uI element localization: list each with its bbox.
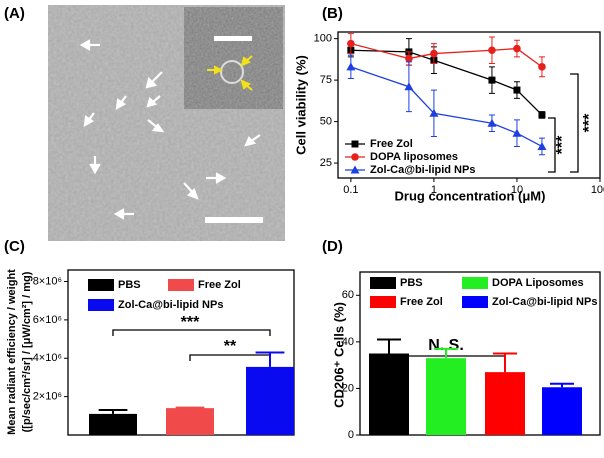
legend-marker [350,165,360,174]
error-bar [434,347,458,359]
y-tick-label: 40 [342,336,354,348]
bar [542,387,582,435]
legend-label: PBS [400,277,423,289]
x-axis-label: Drug concentration (μM) [395,188,546,203]
point [430,49,438,58]
y-tick-label: 8×10⁶ [33,275,62,287]
legend-label: Free Zol [198,279,241,291]
legend-label: PBS [118,279,141,291]
legend-label: Free Zol [370,138,413,150]
legend-label: Zol-Ca@bi-lipid NPs [370,164,475,176]
point [346,62,356,71]
bar [246,366,294,435]
bar [485,372,525,435]
y-axis-label: Cell viability (%) [293,55,308,155]
panel-label: (B) [322,5,343,22]
error-bar [98,409,128,414]
bar [89,413,137,435]
annotation: N. S. [428,337,464,354]
error-bar [493,352,517,373]
point [513,44,521,53]
panel-label: (D) [322,238,343,255]
series-line [350,42,543,68]
legend-swatch [168,279,194,291]
point [537,141,547,150]
y-tick-label: 50 [320,115,332,127]
y-tick-label: 20 [342,382,354,394]
point [538,63,546,71]
bar [369,353,409,435]
bar [166,408,214,435]
y-tick-label: 60 [342,289,354,301]
y-axis-label: ([p/sec/cm²/sr] / [μW/cm²] / mg) [21,271,33,432]
x-tick-label: 10 [511,184,523,196]
bracket [189,354,271,361]
legend-label: DOPA Liposomes [492,277,584,289]
annotation: ** [224,338,237,355]
plot-frame [337,31,601,179]
bracket [548,117,556,173]
legend-marker [351,153,359,161]
tem-image [48,5,285,241]
y-axis-label: CD206⁺ Cells (%) [331,302,346,408]
annotation: *** [554,135,571,154]
y-tick-label: 100 [314,33,332,45]
plot-frame [359,271,601,436]
point [488,76,496,84]
point [404,82,414,91]
legend-label: Zol-Ca@bi-lipid NPs [492,296,597,308]
annotation: *** [581,113,598,132]
bracket [112,329,271,336]
y-tick-label: 0 [348,429,354,441]
bar [426,358,466,435]
y-tick-label: 2×10⁶ [33,391,62,403]
point [488,46,496,55]
error-bar [377,338,401,354]
point [487,118,497,127]
legend-label: Free Zol [400,296,443,308]
error-bar [255,351,285,367]
point [429,108,439,117]
point [347,39,355,48]
y-axis-label: Mean radiant efficiency / weight [6,269,18,435]
legend-label: Zol-Ca@bi-lipid NPs [118,299,223,311]
error-bar [175,406,205,409]
y-tick-label: 25 [320,157,332,169]
legend-swatch [370,277,396,289]
error-bar [550,382,574,388]
legend-marker [351,140,359,148]
legend-swatch [462,296,488,308]
series-line [350,49,543,116]
legend-swatch [88,279,114,291]
point [513,86,521,94]
x-tick-label: 0.1 [343,184,358,196]
series-line [350,66,543,148]
panel-label: (A) [4,5,25,22]
legend-swatch [462,277,488,289]
annotation: *** [181,314,200,331]
x-tick-label: 100 [591,184,604,196]
legend-swatch [370,296,396,308]
legend-swatch [88,299,114,311]
y-tick-label: 75 [320,74,332,86]
legend-label: DOPA liposomes [370,151,458,163]
y-tick-label: 6×10⁶ [33,314,62,326]
point [512,128,522,137]
panel-label: (C) [4,238,25,255]
point [538,111,546,119]
bracket [570,73,579,173]
x-tick-label: 1 [431,184,437,196]
y-tick-label: 4×10⁶ [33,352,62,364]
point [405,54,413,63]
